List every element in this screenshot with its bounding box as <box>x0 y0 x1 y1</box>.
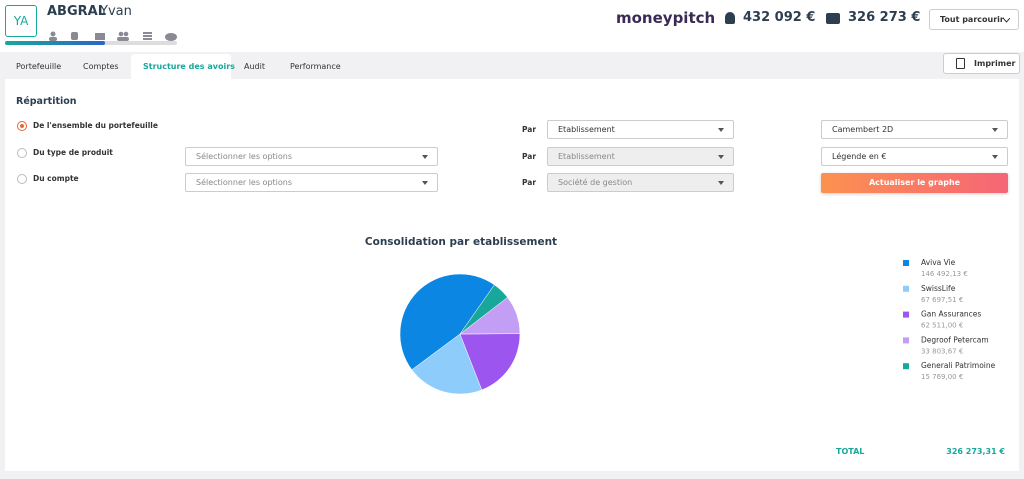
pie-slice <box>399 273 495 371</box>
last-name: ABGRAL <box>47 4 106 19</box>
logo: moneypitch <box>616 9 716 27</box>
legend-value: 62 511,00 € <box>921 322 963 330</box>
contact-icons <box>47 26 177 41</box>
legend-value: 15 769,00 € <box>921 373 963 381</box>
refresh-button[interactable]: Actualiser le graphe <box>821 173 1008 193</box>
first-name: Yvan <box>100 4 132 19</box>
wallet-icon <box>826 13 840 24</box>
section-title: Répartition <box>16 96 77 107</box>
legend-value: 146 492,13 € <box>921 270 968 278</box>
legend-swatch <box>903 260 909 266</box>
legend-swatch <box>903 363 909 370</box>
legend-label: Aviva Vie <box>921 258 956 267</box>
progress-fill <box>5 41 105 45</box>
legend-value: 33 803,67 € <box>921 347 963 355</box>
chart-type-select[interactable]: Camembert 2D <box>821 120 1008 139</box>
tab[interactable]: Portefeuille <box>16 62 62 71</box>
legend-swatch <box>903 311 909 318</box>
pie-slice <box>411 333 483 395</box>
legend-swatch <box>903 337 909 344</box>
legend-label: Gan Assurances <box>921 310 981 319</box>
by-label: Par <box>522 152 537 161</box>
browse-button[interactable]: Tout parcourir <box>929 9 1019 30</box>
chart-title: Consolidation par etablissement <box>365 236 557 248</box>
amount-2: 326 273 € <box>848 10 921 25</box>
legend-value: 67 697,51 € <box>921 296 963 304</box>
total-value: 326 273,31 € <box>946 447 1005 456</box>
tab[interactable]: Performance <box>290 62 341 71</box>
active-tab-bg <box>131 54 231 80</box>
tab[interactable]: Audit <box>244 62 265 71</box>
pie-slice <box>459 333 521 391</box>
panel <box>5 79 1019 471</box>
browse-text: Tout parcourir <box>940 15 1004 24</box>
legend-label: Degroof Petercam <box>921 335 989 344</box>
radio-label: Du compte <box>33 174 79 183</box>
radio[interactable] <box>17 174 27 184</box>
print-button[interactable]: Imprimer <box>943 53 1020 74</box>
print-text: Imprimer <box>974 59 1016 68</box>
avatar[interactable]: YA <box>5 5 37 37</box>
options-select[interactable]: Sélectionner les options <box>185 173 438 192</box>
radio[interactable] <box>17 148 27 158</box>
legend-swatch <box>903 285 909 292</box>
by-select: Etablissement <box>547 147 734 166</box>
by-select[interactable]: Etablissement <box>547 120 734 139</box>
by-label: Par <box>522 125 537 134</box>
tab[interactable]: Comptes <box>83 62 119 71</box>
legend-label: Generali Patrimoine <box>921 361 996 370</box>
amount-icon <box>725 12 735 24</box>
pie-slice <box>459 284 508 335</box>
by-select: Société de gestion <box>547 173 734 192</box>
legend-label: SwissLife <box>921 284 956 293</box>
radio-selected[interactable] <box>17 121 27 131</box>
radio-label: Du type de produit <box>33 148 113 157</box>
by-label: Par <box>522 178 537 187</box>
amount-1: 432 092 € <box>743 10 816 25</box>
radio-label: De l'ensemble du portefeuille <box>33 121 158 130</box>
tab-active[interactable]: Structure des avoirs <box>143 62 235 71</box>
options-select[interactable]: Sélectionner les options <box>185 147 438 166</box>
total-label: TOTAL <box>836 447 865 456</box>
legend-select[interactable]: Légende en € <box>821 147 1008 166</box>
